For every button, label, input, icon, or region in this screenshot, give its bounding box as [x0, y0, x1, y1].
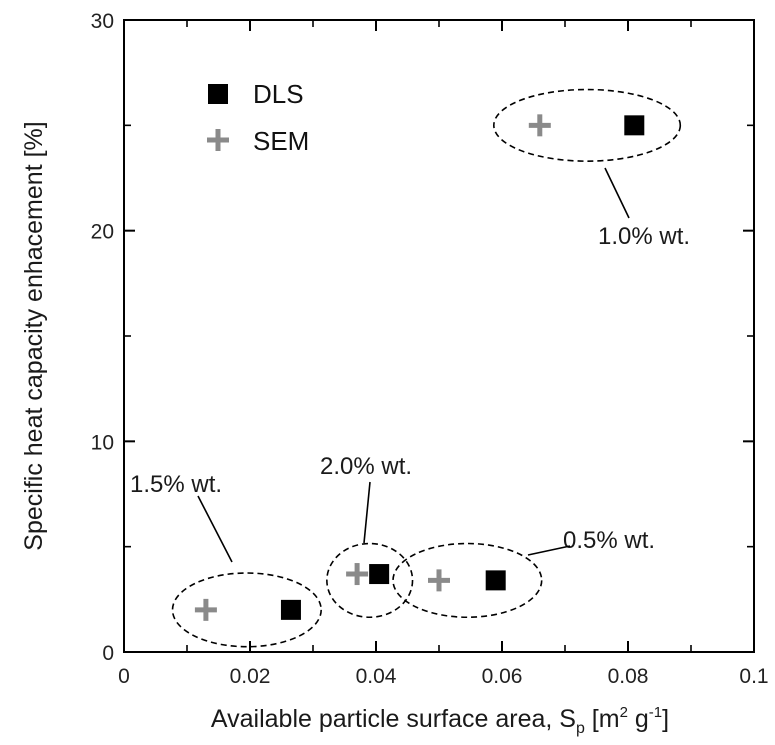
annotation-label-2-0-wt: 2.0% wt.: [320, 453, 412, 480]
legend-sem-marker: [207, 129, 229, 151]
dls-point: [280, 599, 301, 620]
x-tick-label: 0.06: [482, 665, 523, 688]
x-tick-label: 0: [118, 665, 130, 688]
y-axis-title: Specific heat capacity enhacement [%]: [20, 121, 48, 550]
sem-point: [194, 598, 217, 621]
x-axis-title-unit-mid: g: [628, 705, 649, 733]
x-axis-title-unit-sup2: -1: [649, 704, 662, 721]
leader-1-0-wt: [604, 167, 630, 219]
legend-sem-label: SEM: [253, 126, 309, 156]
annotation-label-1-5-wt: 1.5% wt.: [130, 471, 222, 498]
x-axis-title-unit-close: ]: [662, 705, 669, 733]
sem-point: [528, 114, 551, 137]
sem-point: [346, 563, 369, 586]
x-axis-title-unit-open: [m: [585, 705, 620, 733]
y-tick-label: 10: [91, 431, 114, 454]
x-tick-label: 0.08: [608, 665, 649, 688]
x-tick-label: 0.1: [739, 665, 768, 688]
annotation-leaders: [197, 167, 630, 563]
y-tick-label: 30: [91, 10, 114, 33]
plot-frame: [123, 19, 755, 653]
group-ellipse: [493, 88, 682, 162]
x-tick-label: 0.04: [356, 665, 397, 688]
x-tick-label: 0.02: [230, 665, 271, 688]
dls-point: [369, 564, 390, 585]
leader-1-5-wt: [197, 495, 233, 563]
group-ellipse: [392, 542, 543, 619]
y-tick-label: 20: [91, 221, 114, 244]
leader-0-5-wt: [527, 545, 571, 556]
dls-point: [624, 115, 645, 136]
x-axis-title-unit-sup1: 2: [620, 704, 628, 721]
leader-2-0-wt: [363, 481, 371, 544]
group-ellipse: [171, 572, 322, 648]
legend: DLS SEM: [207, 79, 309, 156]
x-axis-title-subscript: p: [576, 720, 585, 737]
sem-point: [428, 569, 450, 592]
annotation-label-1-0-wt: 1.0% wt.: [598, 223, 690, 250]
annotation-label-0-5-wt: 0.5% wt.: [563, 527, 655, 554]
y-tick-label: 0: [102, 642, 114, 665]
group-ellipse: [326, 542, 414, 619]
legend-dls-label: DLS: [253, 79, 304, 109]
legend-dls-marker: [208, 84, 228, 104]
x-axis-title-main: Available particle surface area, S: [211, 705, 576, 733]
x-axis-title: Available particle surface area, Sp [m2 …: [211, 704, 669, 737]
dls-point: [485, 570, 506, 591]
